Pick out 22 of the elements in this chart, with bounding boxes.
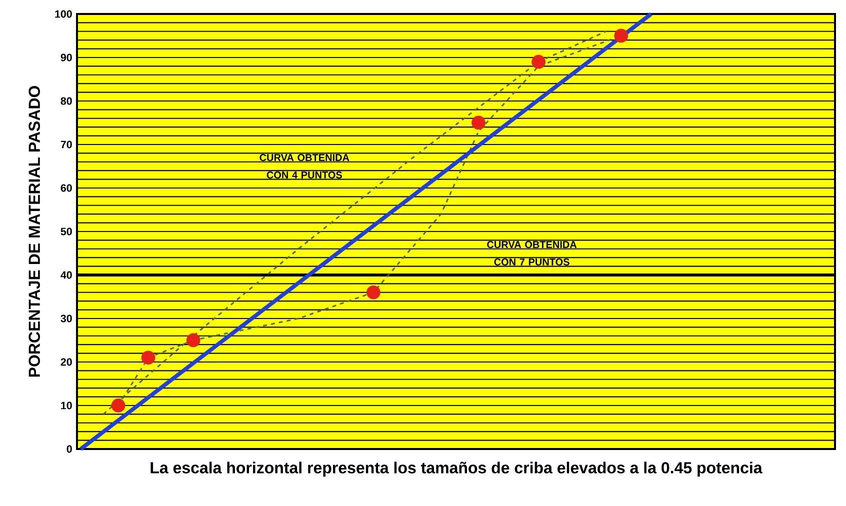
y-tick-label: 90: [60, 54, 72, 62]
y-tick-label: 60: [60, 184, 72, 192]
y-tick-label: 100: [55, 10, 72, 18]
y-tick-label: 50: [60, 228, 72, 236]
y-tick-label: 40: [60, 271, 72, 279]
point: [186, 333, 200, 348]
annotation: CURVA OBTENIDA CON 7 PUNTOS: [487, 241, 577, 266]
point: [472, 116, 486, 130]
point: [614, 28, 628, 43]
y-tick-label: 80: [60, 97, 72, 105]
y-tick-label: 0: [66, 445, 72, 453]
point: [532, 54, 546, 69]
point: [111, 398, 126, 412]
y-tick-label: 10: [61, 402, 72, 410]
y-tick-label: 30: [60, 314, 72, 322]
point: [141, 350, 156, 365]
point: [366, 285, 380, 300]
y-axis-title: PORCENTAJE DE MATERIAL PASADO: [28, 86, 40, 377]
y-tick-label: 20: [60, 358, 72, 366]
x-axis-title: La escala horizontal representa los tamaños de criba elevados a la 0.45 potencia: [150, 462, 762, 477]
annotation: CURVA OBTENIDA CON 4 PUNTOS: [260, 154, 350, 179]
y-tick-label: 70: [60, 140, 72, 148]
